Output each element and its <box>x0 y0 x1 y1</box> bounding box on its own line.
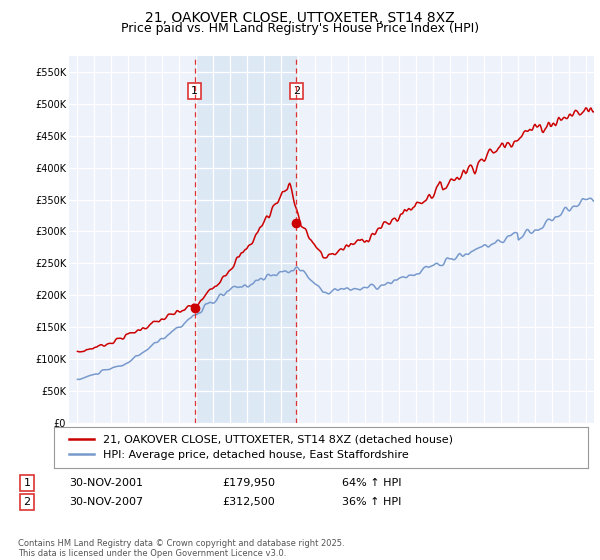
Text: £179,950: £179,950 <box>222 478 275 488</box>
Text: 2: 2 <box>23 497 31 507</box>
Text: 1: 1 <box>191 86 198 96</box>
Text: 30-NOV-2001: 30-NOV-2001 <box>69 478 143 488</box>
Text: 30-NOV-2007: 30-NOV-2007 <box>69 497 143 507</box>
Text: 21, OAKOVER CLOSE, UTTOXETER, ST14 8XZ: 21, OAKOVER CLOSE, UTTOXETER, ST14 8XZ <box>145 11 455 25</box>
Text: 1: 1 <box>23 478 31 488</box>
Text: Price paid vs. HM Land Registry's House Price Index (HPI): Price paid vs. HM Land Registry's House … <box>121 22 479 35</box>
Bar <box>194 56 296 423</box>
Text: 36% ↑ HPI: 36% ↑ HPI <box>342 497 401 507</box>
Text: 2: 2 <box>293 86 300 96</box>
Text: Contains HM Land Registry data © Crown copyright and database right 2025.
This d: Contains HM Land Registry data © Crown c… <box>18 539 344 558</box>
Legend: 21, OAKOVER CLOSE, UTTOXETER, ST14 8XZ (detached house), HPI: Average price, det: 21, OAKOVER CLOSE, UTTOXETER, ST14 8XZ (… <box>65 430 457 465</box>
Text: 64% ↑ HPI: 64% ↑ HPI <box>342 478 401 488</box>
Text: £312,500: £312,500 <box>222 497 275 507</box>
